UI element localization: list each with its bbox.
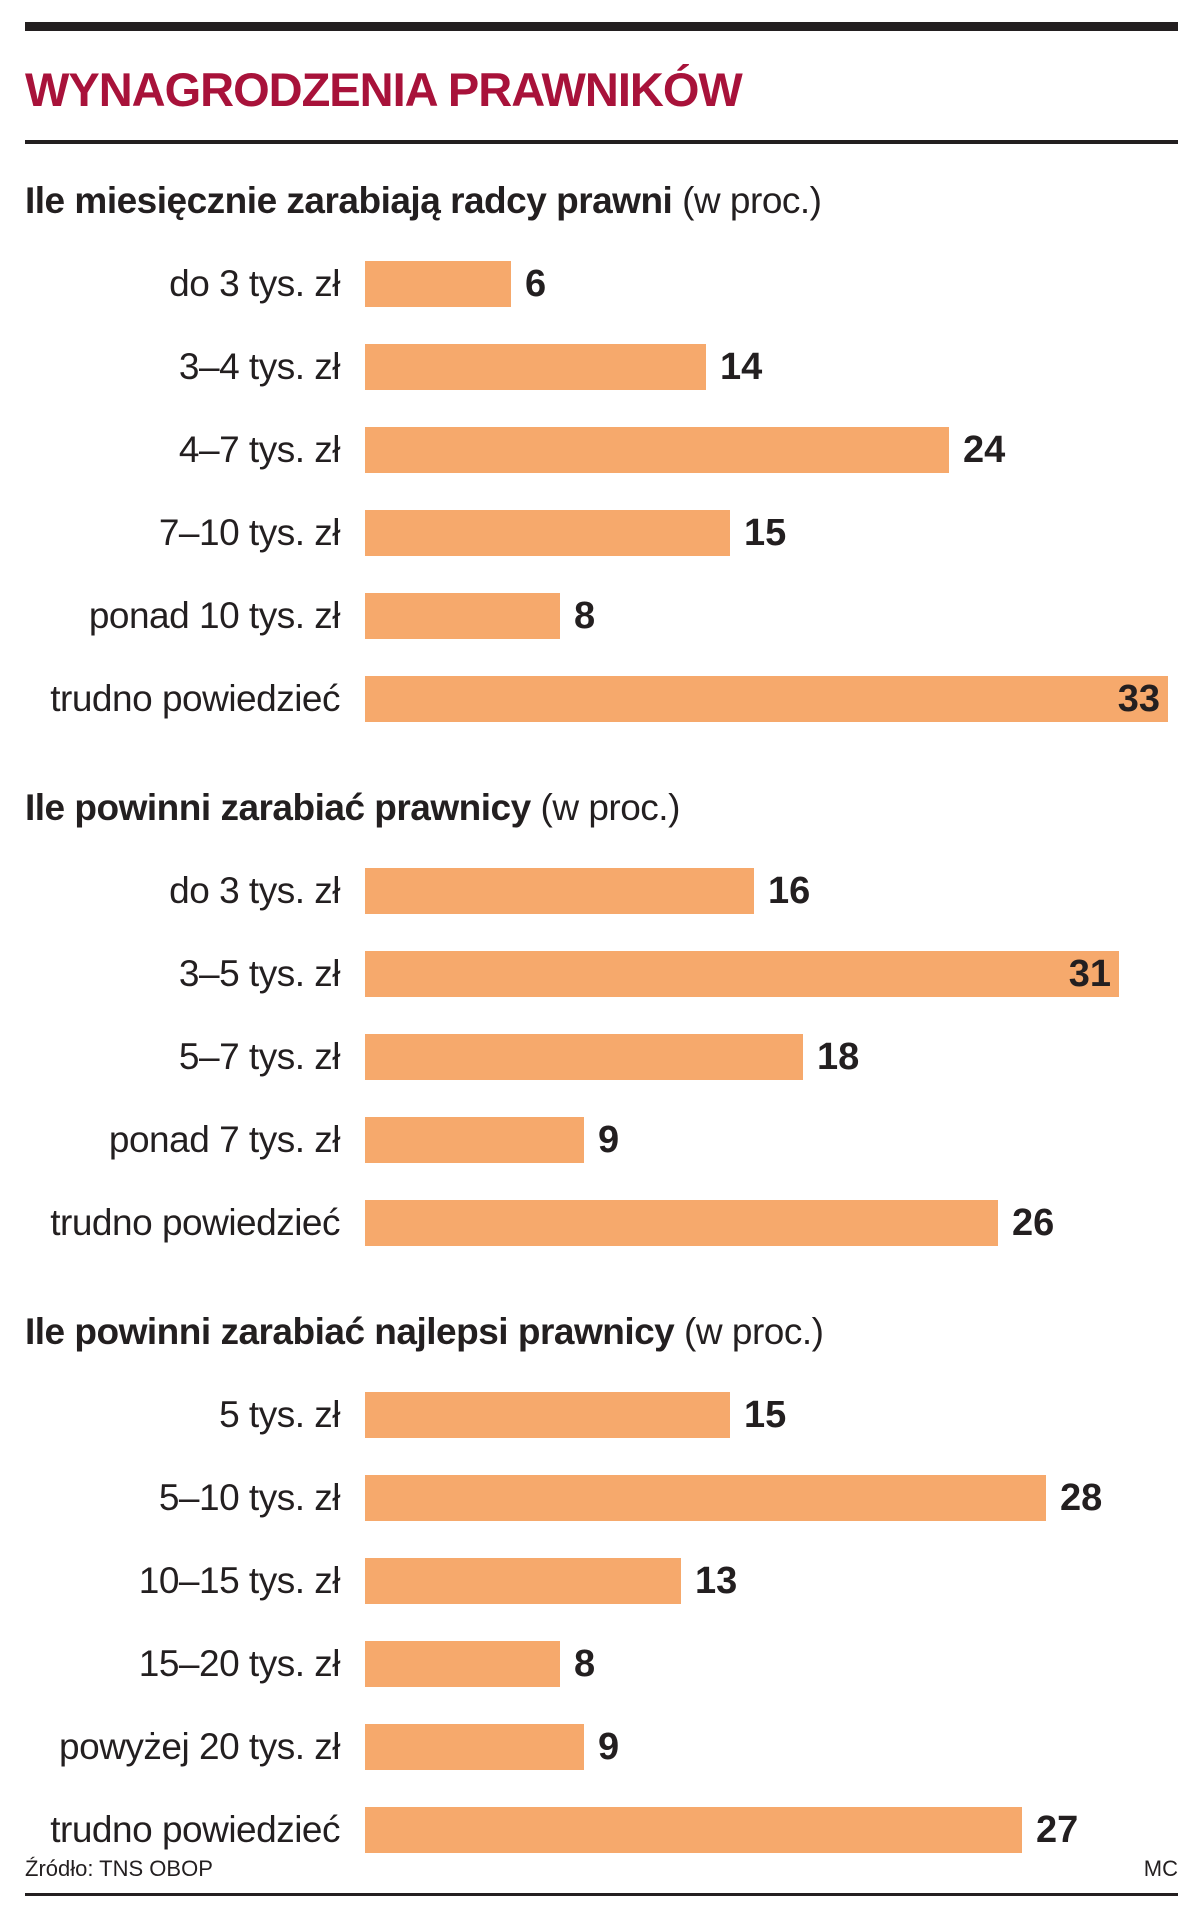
value-label: 6 — [525, 263, 547, 305]
bar — [365, 1807, 1022, 1853]
category-label: 7–10 tys. zł — [158, 512, 341, 553]
value-label: 28 — [1060, 1477, 1103, 1519]
bar — [365, 427, 949, 473]
bar — [365, 1558, 681, 1604]
bar — [365, 593, 560, 639]
category-label: do 3 tys. zł — [169, 870, 340, 911]
bar — [365, 261, 511, 307]
infographic-title: WYNAGRODZENIA PRAWNIKÓW — [25, 63, 743, 116]
category-label: do 3 tys. zł — [169, 263, 340, 304]
bar — [365, 1117, 584, 1163]
value-label: 31 — [1068, 953, 1111, 995]
bar — [365, 344, 706, 390]
category-label: powyżej 20 tys. zł — [59, 1726, 340, 1767]
title-rule — [25, 140, 1178, 144]
source-note: Źródło: TNS OBOP — [25, 1856, 213, 1881]
category-label: 3–4 tys. zł — [178, 346, 341, 387]
category-label: 5–7 tys. zł — [178, 1036, 341, 1077]
value-label: 24 — [963, 429, 1006, 471]
top-rule — [25, 22, 1178, 31]
bar — [365, 1034, 803, 1080]
bar — [365, 1641, 560, 1687]
chart-1-title-unit: (w proc.) — [672, 180, 822, 221]
bottom-rule — [25, 1893, 1178, 1896]
category-label: 15–20 tys. zł — [138, 1643, 341, 1684]
category-label: trudno powiedzieć — [50, 1202, 340, 1243]
chart-1-title: Ile miesięcznie zarabiają radcy prawni (… — [25, 180, 822, 222]
chart-2-title-main: Ile powinni zarabiać prawnicy — [25, 787, 531, 828]
chart-3-title-main: Ile powinni zarabiać najlepsi prawnicy — [25, 1311, 675, 1352]
chart-2-title-unit: (w proc.) — [530, 787, 680, 828]
category-label: 5 tys. zł — [219, 1394, 340, 1435]
bar — [365, 1724, 584, 1770]
value-label: 33 — [1117, 678, 1160, 720]
bar — [365, 510, 730, 556]
category-label: 10–15 tys. zł — [138, 1560, 341, 1601]
value-label: 15 — [744, 512, 787, 554]
chart-3-title: Ile powinni zarabiać najlepsi prawnicy (… — [25, 1311, 824, 1353]
bar — [365, 1475, 1046, 1521]
author-credit: MC — [1143, 1856, 1178, 1881]
value-label: 9 — [598, 1726, 620, 1768]
bar — [365, 676, 1168, 722]
value-label: 8 — [574, 595, 596, 637]
value-label: 13 — [695, 1560, 738, 1602]
bar — [365, 951, 1119, 997]
category-label: trudno powiedzieć — [50, 1809, 340, 1850]
bar — [365, 868, 754, 914]
value-label: 26 — [1012, 1202, 1055, 1244]
value-label: 16 — [768, 870, 811, 912]
value-label: 15 — [744, 1394, 787, 1436]
bar — [365, 1392, 730, 1438]
category-label: ponad 10 tys. zł — [88, 595, 341, 636]
category-label: trudno powiedzieć — [50, 678, 340, 719]
chart-2-title: Ile powinni zarabiać prawnicy (w proc.) — [25, 787, 680, 829]
value-label: 14 — [720, 346, 763, 388]
chart-3-title-unit: (w proc.) — [674, 1311, 824, 1352]
category-label: ponad 7 tys. zł — [108, 1119, 341, 1160]
value-label: 27 — [1036, 1809, 1079, 1851]
chart-1-title-main: Ile miesięcznie zarabiają radcy prawni — [25, 180, 673, 221]
value-label: 9 — [598, 1119, 620, 1161]
bar — [365, 1200, 998, 1246]
category-label: 3–5 tys. zł — [178, 953, 341, 994]
value-label: 18 — [817, 1036, 860, 1078]
value-label: 8 — [574, 1643, 596, 1685]
category-label: 5–10 tys. zł — [158, 1477, 341, 1518]
category-label: 4–7 tys. zł — [178, 429, 341, 470]
